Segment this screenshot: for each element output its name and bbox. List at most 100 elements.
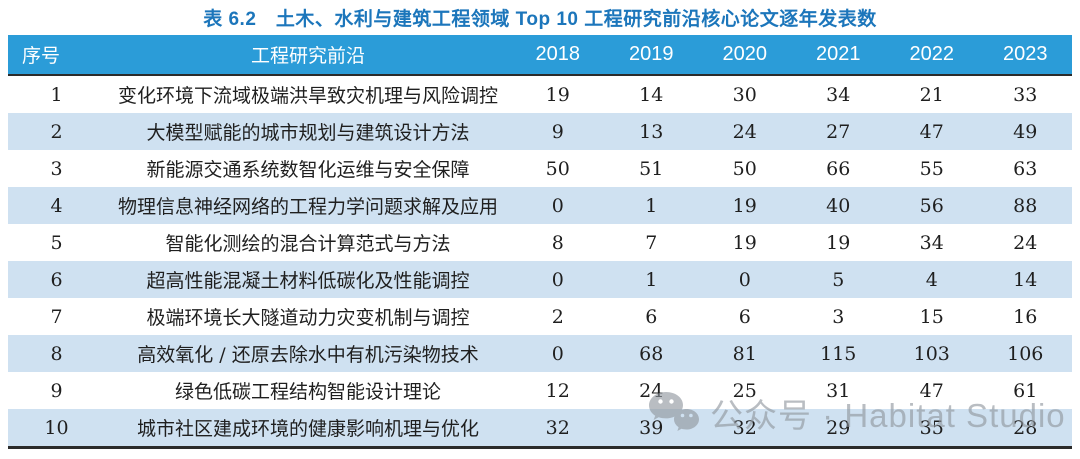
year-value-cell: 2 [551,305,564,328]
year-value-cell: 27 [826,120,851,143]
year-value-cell: 61 [1013,379,1038,402]
year-value-cell: 63 [1013,157,1038,180]
year-value-cell: 7 [645,231,658,254]
table-row: 4 物理信息神经网络的工程力学问题求解及应用 0 1 19 40 56 88 [8,187,1072,224]
year-value-cell: 40 [826,194,851,217]
column-header-2018: 2018 [511,35,605,76]
year-value-cell: 66 [826,157,851,180]
year-value-cell: 19 [545,83,570,106]
rank-cell: 4 [50,194,63,217]
column-header-2022: 2022 [885,35,979,76]
year-value-cell: 21 [919,83,944,106]
year-value-cell: 19 [826,231,851,254]
year-value-cell: 24 [639,379,664,402]
rank-cell: 2 [50,120,63,143]
rank-cell: 8 [50,342,63,365]
year-value-cell: 0 [551,194,564,217]
year-value-cell: 50 [732,157,757,180]
year-value-cell: 15 [919,305,944,328]
front-name-cell: 城市社区建成环境的健康影响机理与优化 [105,409,511,449]
rank-cell: 1 [50,83,63,106]
year-value-cell: 32 [511,409,605,449]
table-header: 序号 工程研究前沿 2018 2019 2020 2021 2022 2023 [8,35,1072,76]
table-row: 6 超高性能混凝土材料低碳化及性能调控 0 1 0 5 4 14 [8,261,1072,298]
year-value-cell: 49 [1013,120,1038,143]
year-value-cell: 34 [826,83,851,106]
table-row: 5 智能化测绘的混合计算范式与方法 8 7 19 19 34 24 [8,224,1072,261]
year-value-cell: 47 [919,379,944,402]
year-value-cell: 103 [913,342,950,365]
rank-cell: 3 [50,157,63,180]
year-value-cell: 50 [545,157,570,180]
header-row: 序号 工程研究前沿 2018 2019 2020 2021 2022 2023 [8,35,1072,76]
table-row: 2 大模型赋能的城市规划与建筑设计方法 9 13 24 27 47 49 [8,113,1072,150]
year-value-cell: 0 [551,268,564,291]
year-value-cell: 68 [639,342,664,365]
year-value-cell: 19 [732,231,757,254]
front-name-cell: 新能源交通系统数智化运维与安全保障 [146,159,470,181]
year-value-cell: 31 [826,379,851,402]
year-value-cell: 0 [551,342,564,365]
rank-cell: 9 [50,379,63,402]
year-value-cell: 115 [820,342,857,365]
year-value-cell: 13 [639,120,664,143]
year-value-cell: 106 [1007,342,1044,365]
year-value-cell: 19 [732,194,757,217]
year-value-cell: 30 [732,83,757,106]
year-value-cell: 47 [919,120,944,143]
column-header-2020: 2020 [698,35,792,76]
table-row: 9 绿色低碳工程结构智能设计理论 12 24 25 31 47 61 [8,372,1072,409]
rank-cell: 5 [50,231,63,254]
rank-cell: 10 [8,409,105,449]
year-value-cell: 3 [832,305,845,328]
research-fronts-table: 序号 工程研究前沿 2018 2019 2020 2021 2022 2023 1 变化环境下流… [8,35,1072,449]
front-name-cell: 物理信息神经网络的工程力学问题求解及应用 [117,196,498,218]
table-row: 3 新能源交通系统数智化运维与安全保障 50 51 50 66 55 63 [8,150,1072,187]
year-value-cell: 1 [645,194,658,217]
year-value-cell: 12 [545,379,570,402]
table-body: 1 变化环境下流域极端洪旱致灾机理与风险调控 19 14 30 34 21 33 2 大模型赋能的… [8,75,1072,449]
rank-cell: 7 [50,305,63,328]
front-name-cell: 智能化测绘的混合计算范式与方法 [165,233,451,255]
year-value-cell: 28 [978,409,1072,449]
year-value-cell: 5 [832,268,845,291]
front-name-cell: 变化环境下流域极端洪旱致灾机理与风险调控 [117,85,498,107]
column-header-front: 工程研究前沿 [105,35,511,76]
year-value-cell: 6 [738,305,751,328]
year-value-cell: 0 [738,268,751,291]
front-name-cell: 绿色低碳工程结构智能设计理论 [174,381,441,403]
year-value-cell: 56 [919,194,944,217]
year-value-cell: 14 [639,83,664,106]
year-value-cell: 25 [732,379,757,402]
front-name-cell: 超高性能混凝土材料低碳化及性能调控 [146,270,470,292]
front-name-cell: 极端环境长大隧道动力灾变机制与调控 [146,307,470,329]
year-value-cell: 35 [885,409,979,449]
year-value-cell: 14 [1013,268,1038,291]
year-value-cell: 34 [919,231,944,254]
table-row: 8 高效氧化 / 还原去除水中有机污染物技术 0 68 81 115 103 106 [8,335,1072,372]
year-value-cell: 8 [551,231,564,254]
year-value-cell: 24 [1013,231,1038,254]
year-value-cell: 33 [1013,83,1038,106]
table-row: 10 城市社区建成环境的健康影响机理与优化 32 39 32 29 35 28 [8,409,1072,449]
year-value-cell: 39 [604,409,698,449]
year-value-cell: 6 [645,305,658,328]
year-value-cell: 24 [732,120,757,143]
column-header-2019: 2019 [604,35,698,76]
year-value-cell: 29 [791,409,885,449]
year-value-cell: 51 [639,157,664,180]
year-value-cell: 81 [732,342,757,365]
year-value-cell: 55 [919,157,944,180]
year-value-cell: 32 [698,409,792,449]
front-name-cell: 大模型赋能的城市规划与建筑设计方法 [146,122,470,144]
year-value-cell: 9 [551,120,564,143]
table-row: 1 变化环境下流域极端洪旱致灾机理与风险调控 19 14 30 34 21 33 [8,75,1072,113]
column-header-2021: 2021 [791,35,885,76]
rank-cell: 6 [50,268,63,291]
column-header-2023: 2023 [978,35,1072,76]
year-value-cell: 16 [1013,305,1038,328]
table-row: 7 极端环境长大隧道动力灾变机制与调控 2 6 6 3 15 16 [8,298,1072,335]
year-value-cell: 1 [645,268,658,291]
table-caption: 表 6.2 土木、水利与建筑工程领域 Top 10 工程研究前沿核心论文逐年发表… [203,9,877,30]
